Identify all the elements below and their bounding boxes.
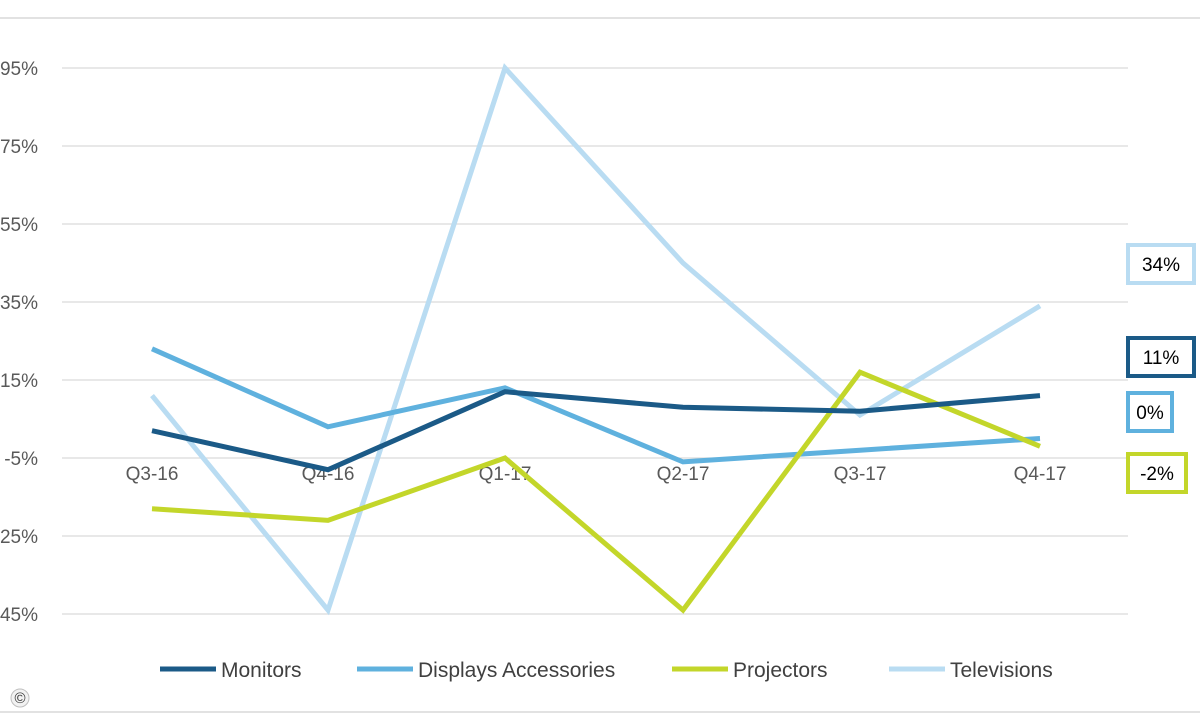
- legend-item-projectors: Projectors: [672, 659, 828, 682]
- end-label-displays-accessories: 0%: [1126, 391, 1174, 433]
- end-label-box: [1126, 391, 1174, 433]
- y-axis-ticks: 95% 75% 55% 35% 15% -5% -25% -45%: [0, 59, 38, 626]
- end-label-text: 11%: [1143, 348, 1180, 369]
- end-label-text: -2%: [1140, 464, 1174, 485]
- copyright-mark: ©: [10, 688, 30, 708]
- x-tick-label: Q3-17: [834, 464, 887, 485]
- y-tick-label: 35%: [0, 293, 38, 314]
- series-line-displays-accessories: [150, 346, 1041, 465]
- y-tick-label: -5%: [4, 449, 38, 470]
- series-line-monitors: [151, 389, 1041, 473]
- legend: Monitors Displays Accessories Projectors Te…: [160, 659, 1053, 682]
- end-label-monitors: 11%: [1126, 336, 1196, 378]
- y-tick-label: 55%: [0, 215, 38, 236]
- end-label-projectors: -2%: [1126, 452, 1188, 494]
- y-tick-label: 75%: [0, 137, 38, 158]
- end-label-text: 34%: [1142, 255, 1180, 276]
- x-tick-label: Q4-17: [1014, 464, 1067, 485]
- x-tick-label: Q2-17: [657, 464, 710, 485]
- x-tick-label: Q3-16: [126, 464, 179, 485]
- x-axis-ticks: Q3-16 Q4-16 Q1-17 Q2-17 Q3-17 Q4-17: [126, 464, 1067, 485]
- copyright-badge: [10, 688, 30, 708]
- copyright-symbol: ©: [14, 690, 25, 707]
- series-lines: [150, 63, 1042, 616]
- end-label-televisions: 34%: [1126, 243, 1196, 285]
- end-label-box: [1126, 452, 1188, 494]
- legend-item-displays-accessories: Displays Accessories: [357, 659, 615, 682]
- series-line-televisions: [150, 63, 1042, 616]
- end-label-box: [1126, 336, 1196, 378]
- legend-item-televisions: Televisions: [889, 659, 1053, 682]
- legend-label: Displays Accessories: [418, 659, 615, 682]
- legend-label: Monitors: [221, 659, 302, 682]
- end-label-text: 0%: [1136, 403, 1164, 424]
- y-tick-label: 95%: [0, 59, 38, 80]
- legend-label: Televisions: [950, 659, 1053, 682]
- end-labels: 11% 0% -2% 34%: [1126, 243, 1196, 494]
- y-tick-label: -45%: [0, 605, 38, 626]
- end-label-box: [1126, 243, 1196, 285]
- legend-label: Projectors: [733, 659, 828, 682]
- gridlines: [62, 67, 1128, 615]
- y-tick-label: 15%: [0, 371, 38, 392]
- y-tick-label: -25%: [0, 527, 38, 548]
- series-line-projectors: [151, 369, 1041, 614]
- legend-item-monitors: Monitors: [160, 659, 302, 682]
